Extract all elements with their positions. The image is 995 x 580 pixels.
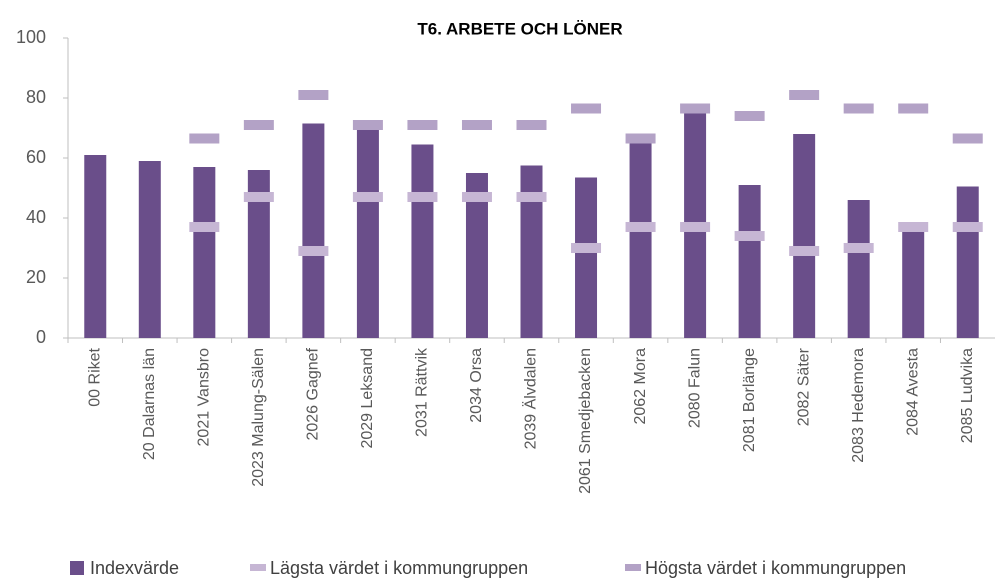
- range-dash: [789, 90, 820, 100]
- legend-label: Indexvärde: [90, 558, 179, 578]
- range-dash: [407, 192, 438, 202]
- bar: [193, 167, 216, 338]
- range-dash: [680, 103, 711, 114]
- bar: [956, 186, 979, 338]
- x-tick-label: 2034 Orsa: [468, 348, 485, 423]
- bar: [411, 144, 434, 338]
- y-tick-label: 80: [26, 87, 46, 107]
- x-tick-label: 2026 Gagnef: [305, 347, 322, 440]
- range-dash: [352, 192, 383, 202]
- x-tick-label: 2021 Vansbro: [196, 348, 213, 447]
- y-tick-label: 60: [26, 147, 46, 167]
- chart-title: T6. ARBETE OCH LÖNER: [417, 19, 622, 38]
- x-tick-label: 2029 Leksand: [359, 348, 376, 449]
- range-dash: [625, 222, 656, 232]
- legend-label: Högsta värdet i kommungruppen: [645, 558, 906, 578]
- x-tick-label: 2031 Rättvik: [414, 347, 431, 437]
- bar: [575, 177, 598, 338]
- range-dash: [952, 222, 983, 232]
- legend-swatch: [625, 564, 641, 571]
- range-dash: [516, 192, 547, 202]
- y-tick-label: 0: [36, 327, 46, 347]
- bar: [738, 185, 761, 338]
- x-tick-label: 2084 Avesta: [904, 348, 921, 436]
- range-dash: [461, 192, 492, 202]
- bar: [138, 161, 161, 338]
- bar: [793, 134, 816, 338]
- bar: [302, 123, 325, 338]
- range-dash: [298, 90, 329, 100]
- range-dash: [680, 222, 711, 232]
- x-tick-label: 2085 Ludvika: [959, 348, 976, 443]
- x-tick-label: 00 Riket: [86, 347, 103, 406]
- range-dash: [898, 103, 929, 114]
- x-tick-label: 20 Dalarnas län: [141, 348, 158, 460]
- range-dash: [298, 246, 329, 256]
- x-tick-label: 2082 Säter: [795, 347, 812, 426]
- x-tick-label: 2061 Smedjebacken: [577, 348, 594, 494]
- legend-swatch: [70, 561, 84, 575]
- range-dash: [461, 120, 492, 130]
- range-dash: [407, 120, 438, 130]
- range-dash: [352, 120, 383, 130]
- y-tick-label: 100: [16, 27, 46, 47]
- bar: [520, 165, 543, 338]
- bar: [902, 227, 925, 338]
- x-tick-label: 2023 Malung-Sälen: [250, 348, 267, 487]
- bar: [356, 128, 379, 338]
- range-dash: [571, 103, 602, 114]
- bar: [847, 200, 870, 338]
- range-dash: [843, 103, 874, 114]
- x-tick-label: 2080 Falun: [686, 348, 703, 428]
- range-dash: [734, 111, 765, 121]
- range-dash: [189, 222, 220, 232]
- x-tick-label: 2081 Borlänge: [741, 348, 758, 452]
- bar: [84, 155, 107, 338]
- range-dash: [189, 133, 220, 144]
- range-dash: [734, 231, 765, 241]
- range-dash: [243, 192, 274, 202]
- range-dash: [789, 246, 820, 256]
- bar: [629, 140, 652, 338]
- x-tick-label: 2062 Mora: [632, 348, 649, 425]
- y-tick-label: 40: [26, 207, 46, 227]
- range-dash: [516, 120, 547, 130]
- legend-label: Lägsta värdet i kommungruppen: [270, 558, 528, 578]
- bar: [465, 173, 488, 338]
- range-dash: [898, 222, 929, 232]
- range-dash: [843, 243, 874, 253]
- x-tick-label: 2083 Hedemora: [850, 348, 867, 463]
- range-dash: [243, 120, 274, 130]
- legend-swatch: [250, 564, 266, 571]
- range-dash: [625, 133, 656, 144]
- bar: [247, 170, 270, 338]
- range-dash: [571, 243, 602, 253]
- x-tick-label: 2039 Älvdalen: [522, 348, 540, 449]
- y-tick-label: 20: [26, 267, 46, 287]
- range-dash: [952, 133, 983, 144]
